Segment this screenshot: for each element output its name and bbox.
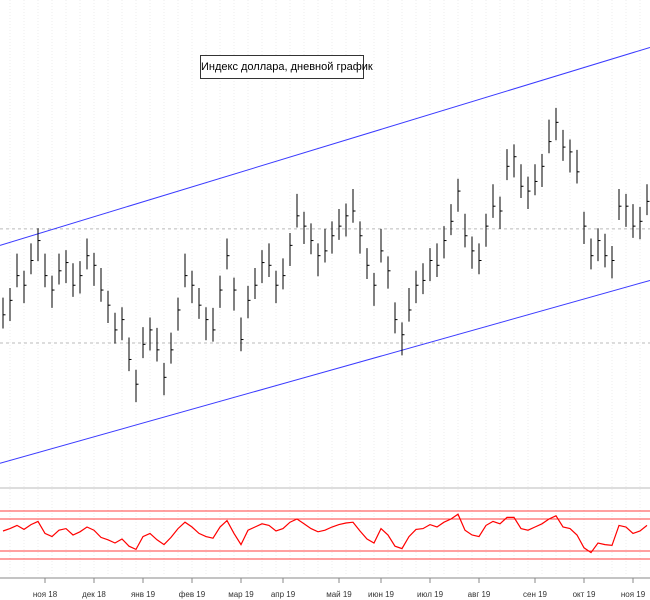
x-tick-label: июн 19 <box>368 590 395 599</box>
x-tick-label: фев 19 <box>179 590 206 599</box>
oscillator-line <box>2 513 648 554</box>
x-tick-label: мар 19 <box>228 590 254 599</box>
x-tick-label: сен 19 <box>523 590 548 599</box>
x-tick-label: май 19 <box>326 590 352 599</box>
x-tick-label: ноя 19 <box>621 590 646 599</box>
trend-channel <box>0 279 650 464</box>
x-tick-label: дек 18 <box>82 590 106 599</box>
x-tick-label: ноя 18 <box>33 590 58 599</box>
x-tick-label: июл 19 <box>417 590 444 599</box>
x-tick-label: окт 19 <box>573 590 596 599</box>
chart-title: Индекс доллара, дневной график <box>200 55 373 79</box>
grid <box>9 0 641 575</box>
x-tick-label: апр 19 <box>271 590 296 599</box>
x-tick-label: авг 19 <box>468 590 491 599</box>
x-tick-label: янв 19 <box>131 590 156 599</box>
trend-channel <box>0 46 650 246</box>
